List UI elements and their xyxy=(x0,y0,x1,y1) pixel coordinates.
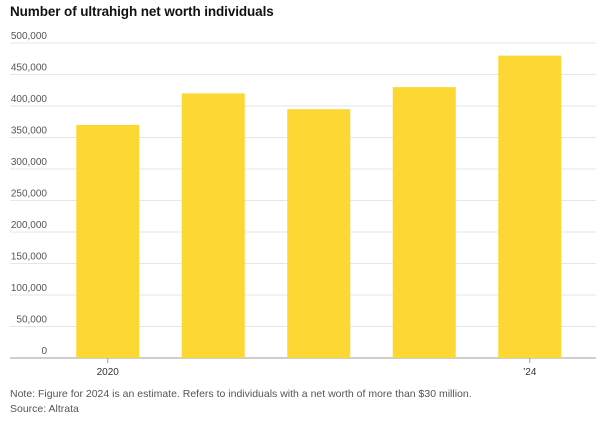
y-tick-label: 250,000 xyxy=(11,189,48,200)
bar-2020 xyxy=(76,124,140,359)
x-tick-label: ’24 xyxy=(523,367,537,378)
y-tick-label: 150,000 xyxy=(11,252,48,263)
source-line: Source: Altrata xyxy=(10,403,79,415)
bar-2021 xyxy=(181,93,245,359)
bar-layer xyxy=(76,55,562,359)
bar-chart: 0 50,000 100,000 150,000 200,000 250,000 300,0… xyxy=(10,31,596,378)
y-tick-label: 0 xyxy=(41,346,47,357)
y-tick-label: 50,000 xyxy=(16,315,47,326)
x-axis: 2020 ’24 xyxy=(97,358,537,378)
y-tick-label: 100,000 xyxy=(11,283,48,294)
footnote: Note: Figure for 2024 is an estimate. Re… xyxy=(10,388,472,400)
x-tick-label: 2020 xyxy=(97,367,120,378)
y-tick-label: 400,000 xyxy=(11,94,48,105)
y-tick-label: 200,000 xyxy=(11,220,48,231)
bar-2023 xyxy=(392,87,456,358)
bar-2024 xyxy=(498,55,562,358)
y-tick-label: 350,000 xyxy=(11,126,48,137)
y-tick-label: 300,000 xyxy=(11,157,48,168)
chart-footer: Note: Figure for 2024 is an estimate. Re… xyxy=(10,387,472,417)
y-tick-label: 450,000 xyxy=(11,63,48,74)
bar-2022 xyxy=(287,109,351,359)
chart-title: Number of ultrahigh net worth individual… xyxy=(10,4,274,19)
y-tick-label: 500,000 xyxy=(11,31,48,42)
